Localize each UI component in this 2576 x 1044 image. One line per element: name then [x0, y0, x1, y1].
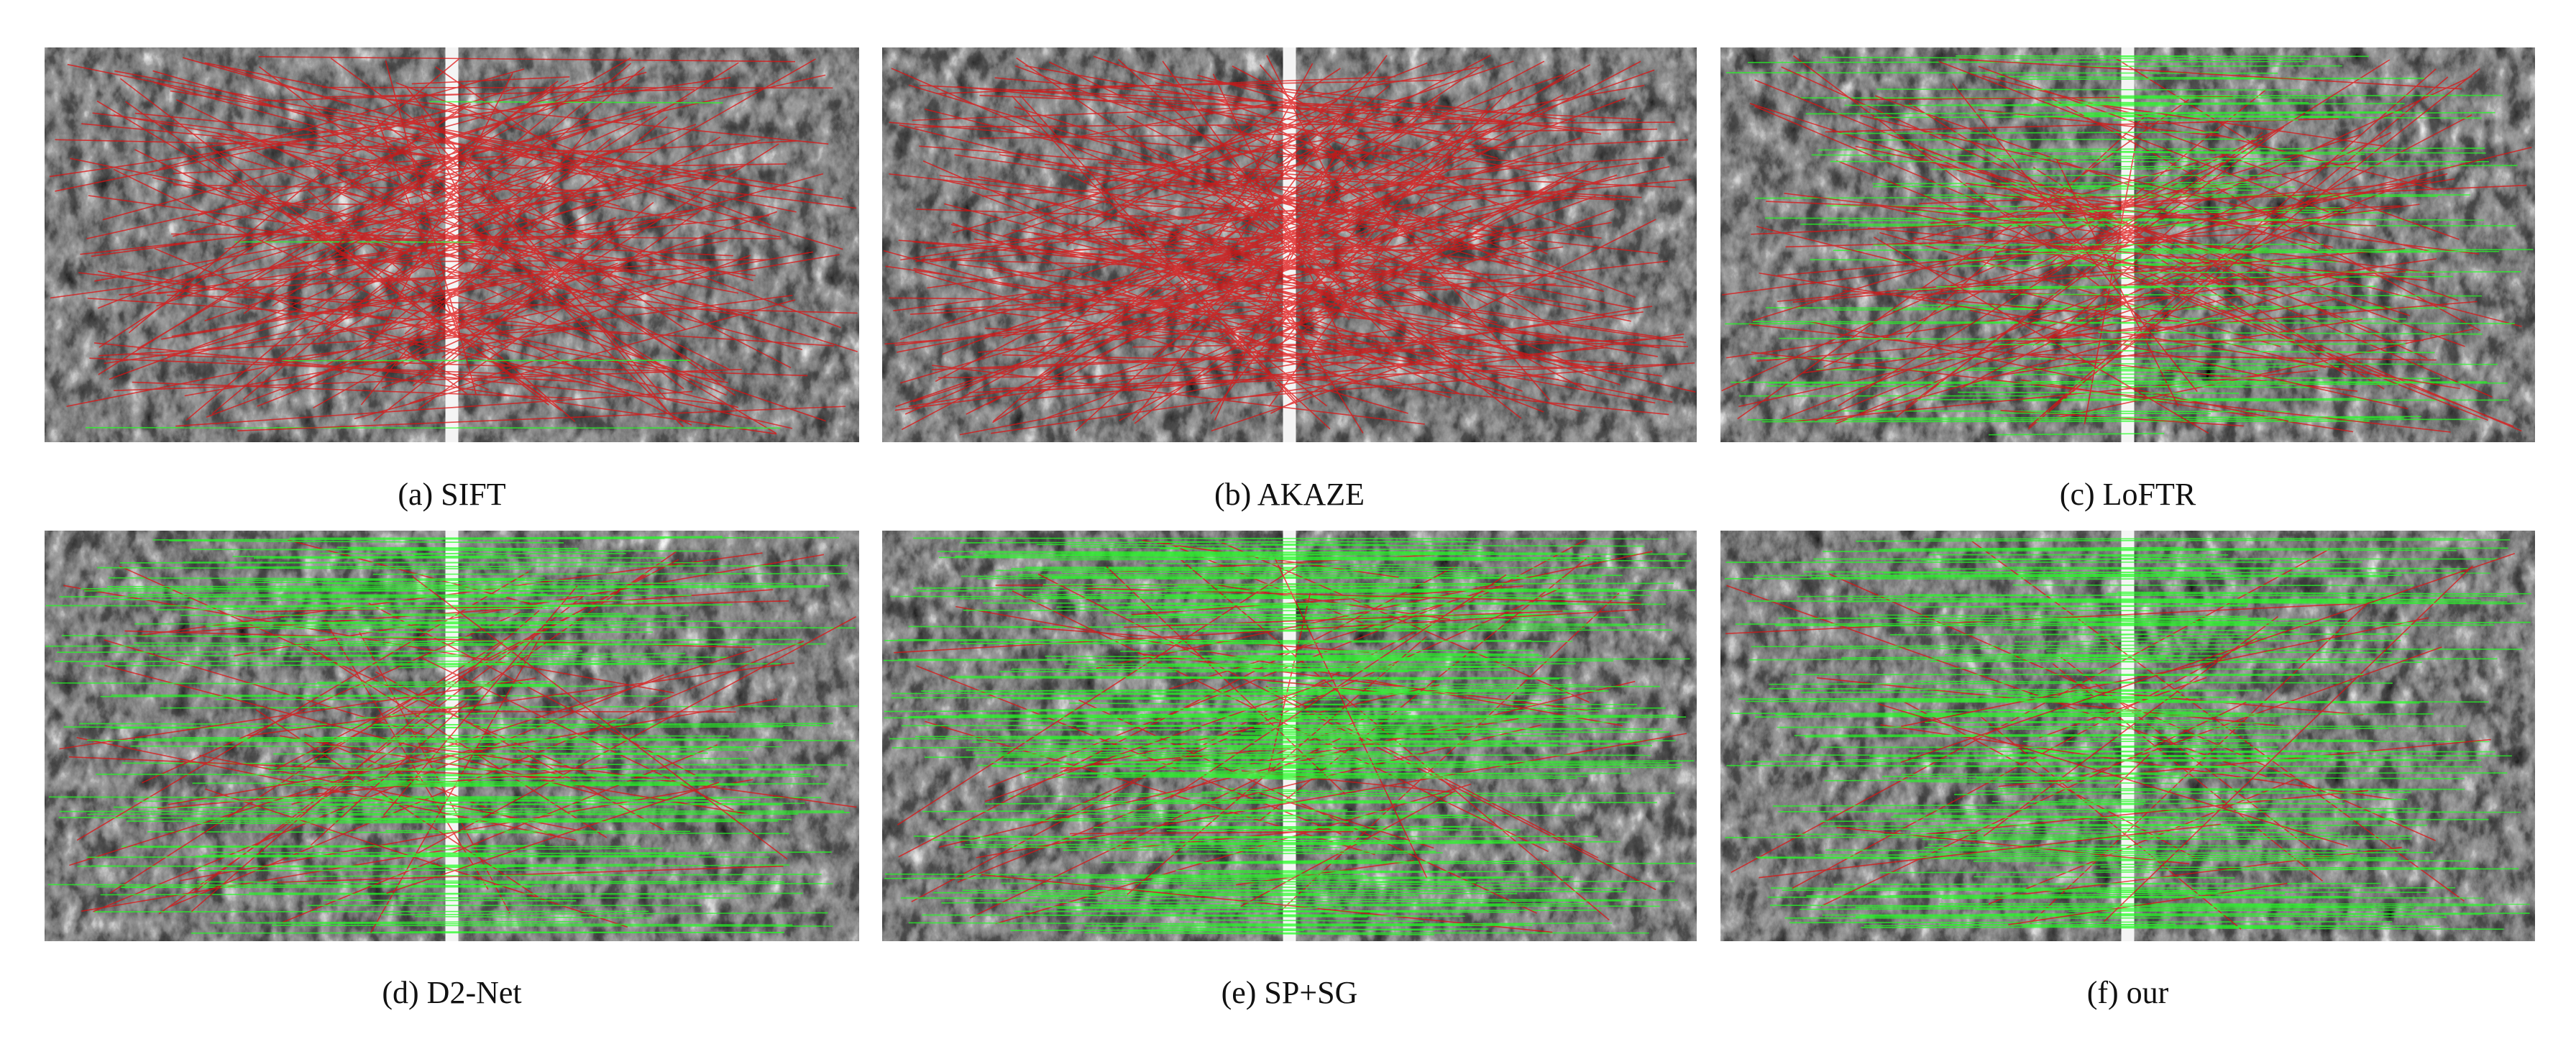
match-line: [385, 830, 690, 831]
match-line: [963, 610, 1592, 611]
match-line: [290, 538, 839, 539]
match-line: [1876, 89, 2301, 90]
match-line: [1873, 187, 2295, 188]
match-line: [999, 755, 1651, 756]
match-line: [2012, 585, 2414, 586]
match-line: [1217, 737, 1458, 738]
match-line: [2112, 386, 2245, 387]
match-line: [1133, 827, 1362, 828]
panel-caption: (e) SP+SG: [1221, 975, 1358, 1010]
match-line: [2068, 66, 2342, 67]
panel-caption: (c) LoFTR: [2060, 477, 2196, 512]
match-line: [1063, 849, 1313, 850]
match-panel: (f) our: [1720, 531, 2535, 1010]
match-line: [1762, 421, 2370, 422]
panel-caption: (b) AKAZE: [1214, 477, 1365, 512]
match-panel: (c) LoFTR: [1720, 47, 2535, 512]
match-line: [1756, 857, 2398, 858]
match-line: [1936, 286, 2376, 287]
match-line: [86, 428, 781, 429]
match-line: [203, 855, 687, 856]
match-line: [1775, 714, 2433, 715]
match-line: [324, 900, 577, 901]
match-line: [326, 590, 478, 591]
match-line: [101, 696, 489, 697]
match-line: [1009, 795, 1566, 796]
match-line: [980, 836, 1598, 837]
match-line: [1091, 708, 1403, 709]
match-line: [2035, 619, 2347, 620]
match-line: [94, 911, 648, 912]
match-line: [107, 586, 829, 587]
match-line: [444, 883, 833, 884]
match-line: [1880, 872, 2150, 873]
match-line: [382, 613, 627, 614]
match-line: [1076, 725, 1498, 726]
match-line: [130, 746, 782, 747]
match-panel: (a) SIFT: [45, 47, 859, 512]
match-line: [1725, 579, 2252, 580]
match-panel: (b) AKAZE: [882, 47, 1697, 512]
match-line: [2003, 728, 2388, 729]
match-line: [1025, 567, 1686, 568]
match-panel: (e) SP+SG: [882, 531, 1697, 1010]
match-line: [361, 782, 709, 783]
match-line: [2104, 400, 2280, 401]
match-line: [2117, 377, 2440, 378]
match-line: [199, 870, 607, 871]
panel-caption: (d) D2-Net: [382, 975, 521, 1010]
match-line: [2064, 364, 2498, 365]
match-line: [1871, 576, 2387, 577]
match-line: [1890, 634, 2408, 635]
match-line: [1265, 558, 1611, 559]
match-line: [1741, 698, 2171, 699]
match-panel: (d) D2-Net: [45, 531, 859, 1010]
match-line: [966, 749, 1346, 750]
match-line: [2099, 556, 2206, 557]
match-line: [1856, 888, 2455, 889]
match-line: [2119, 98, 2336, 99]
match-line: [1991, 413, 2211, 414]
match-line: [2066, 369, 2268, 370]
match-line: [891, 692, 1431, 693]
match-line: [1018, 574, 1622, 575]
match-line: [913, 538, 1668, 539]
match-line: [1931, 169, 2209, 170]
match-line: [1922, 839, 2412, 840]
panel-caption: (a) SIFT: [398, 477, 505, 512]
match-line: [1165, 596, 1478, 597]
match-line: [272, 925, 833, 926]
match-line: [1231, 713, 1411, 714]
panel-caption: (f) our: [2087, 975, 2169, 1010]
